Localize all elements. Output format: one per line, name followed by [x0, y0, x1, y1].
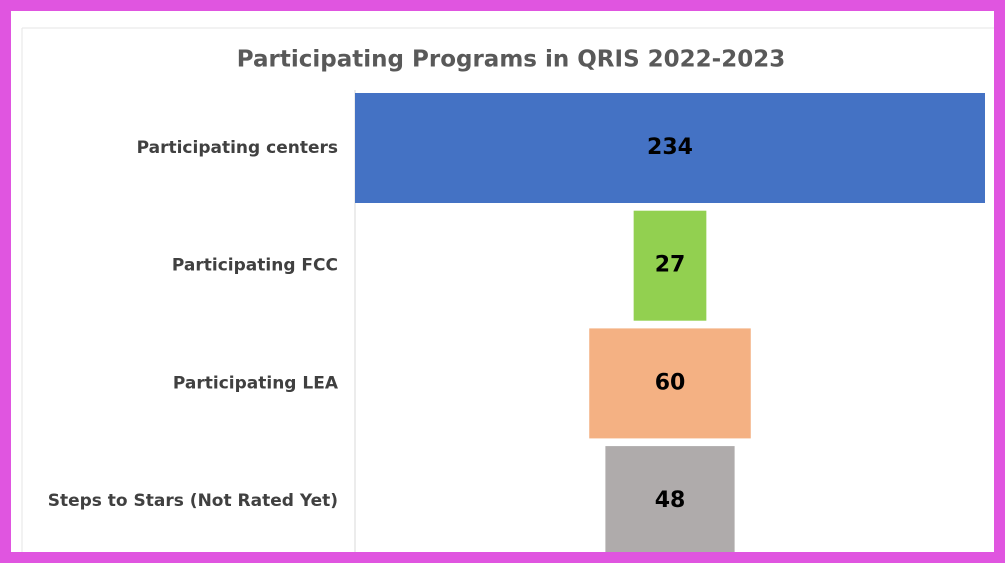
funnel-bar — [355, 93, 985, 203]
category-label: Steps to Stars (Not Rated Yet) — [48, 491, 338, 511]
data-label: 234 — [647, 135, 693, 160]
funnel-bar — [605, 446, 735, 557]
data-label: 60 — [655, 370, 686, 395]
plot-background — [11, 11, 994, 553]
category-label: Participating LEA — [173, 373, 339, 393]
funnel-bar — [589, 328, 751, 439]
data-label: 48 — [655, 488, 686, 513]
category-label: Participating FCC — [172, 256, 338, 276]
chart-title: Participating Programs in QRIS 2022-2023 — [237, 47, 785, 73]
category-label: Participating centers — [137, 138, 338, 158]
funnel-bar — [633, 210, 707, 321]
data-label: 27 — [655, 253, 686, 278]
